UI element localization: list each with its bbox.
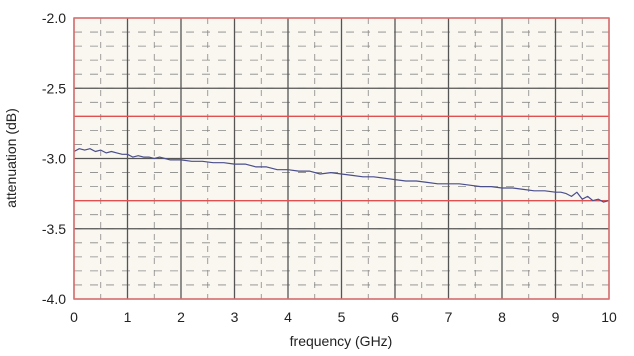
- x-tick-label: 5: [338, 309, 346, 325]
- y-tick-label: -2.5: [42, 80, 66, 96]
- x-tick-label: 8: [498, 309, 506, 325]
- x-tick-label: 0: [70, 309, 78, 325]
- x-tick-label: 7: [445, 309, 453, 325]
- x-axis-title: frequency (GHz): [290, 333, 393, 349]
- x-tick-label: 6: [391, 309, 399, 325]
- x-tick-label: 4: [284, 309, 292, 325]
- y-tick-label: -4.0: [42, 291, 66, 307]
- limit-lines: [74, 115, 609, 202]
- data-series: [73, 148, 610, 203]
- x-tick-label: 10: [601, 309, 617, 325]
- plot-frame: [73, 17, 610, 300]
- y-tick-labels: -2.0 -2.5 -3.0 -3.5 -4.0: [42, 10, 66, 307]
- x-tick-label: 3: [231, 309, 239, 325]
- x-tick-label: 1: [124, 309, 132, 325]
- x-tick-labels: 0 1 2 3 4 5 6 7 8 9 10: [70, 309, 617, 325]
- x-tick-label: 2: [177, 309, 185, 325]
- y-tick-label: -3.0: [42, 151, 66, 167]
- y-tick-label: -2.0: [42, 10, 66, 26]
- x-tick-label: 9: [552, 309, 560, 325]
- y-tick-label: -3.5: [42, 221, 66, 237]
- series-line: [73, 148, 610, 203]
- y-axis-title: attenuation (dB): [3, 108, 19, 208]
